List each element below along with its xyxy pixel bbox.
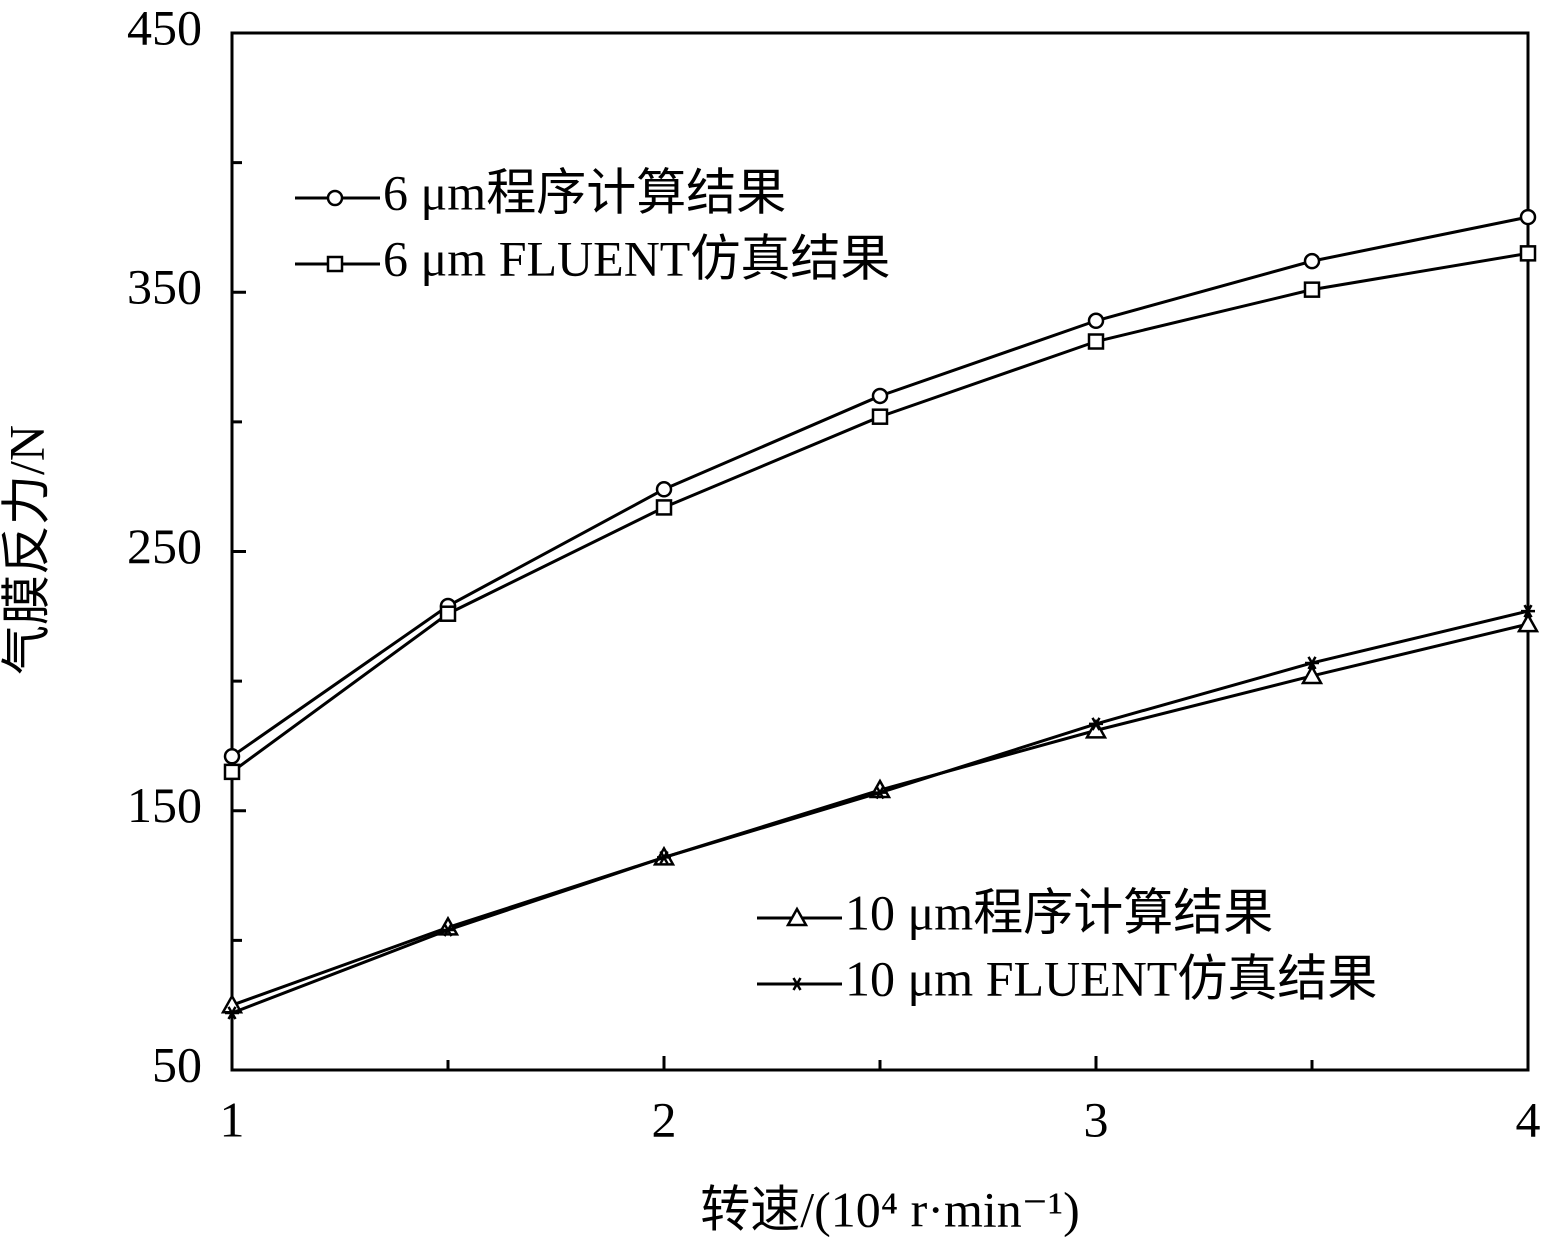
y-tick-label: 350 — [127, 259, 202, 315]
x-tick-label: 2 — [652, 1091, 677, 1147]
marker — [1516, 612, 1540, 633]
marker — [225, 1006, 239, 1020]
y-tick-label: 450 — [127, 0, 202, 55]
marker — [1303, 252, 1321, 270]
marker — [1519, 208, 1537, 226]
marker — [326, 189, 344, 207]
y-tick-label: 250 — [127, 518, 202, 574]
legend-label: 6 μm FLUENT仿真结果 — [383, 230, 890, 286]
marker — [326, 255, 344, 273]
marker — [657, 850, 671, 865]
marker — [1519, 245, 1537, 262]
legend-label: 10 μm FLUENT仿真结果 — [845, 950, 1377, 1006]
marker — [790, 977, 804, 991]
marker — [1300, 664, 1324, 685]
series-line — [231, 215, 1529, 758]
marker — [655, 499, 673, 516]
marker — [655, 481, 673, 498]
x-tick-label: 1 — [220, 1091, 245, 1147]
y-tick-label: 150 — [127, 777, 202, 833]
y-axis-label: 气膜反力/N — [0, 425, 54, 675]
marker — [1087, 312, 1105, 330]
marker — [1303, 281, 1321, 298]
marker — [223, 763, 241, 781]
series-line — [231, 251, 1529, 774]
marker — [441, 923, 455, 937]
marker — [223, 748, 241, 765]
marker — [1305, 656, 1319, 670]
y-tick-label: 50 — [152, 1036, 202, 1092]
legend-label: 6 μm程序计算结果 — [383, 164, 786, 220]
marker — [871, 408, 889, 425]
marker — [873, 785, 887, 800]
x-tick-label: 3 — [1084, 1091, 1109, 1147]
x-tick-label: 4 — [1516, 1091, 1541, 1147]
marker — [1087, 333, 1105, 350]
marker — [871, 387, 889, 405]
legend-label: 10 μm程序计算结果 — [845, 884, 1273, 940]
marker — [1089, 717, 1103, 731]
series-line — [231, 622, 1529, 1007]
marker — [1521, 604, 1535, 618]
marker — [439, 605, 457, 622]
x-axis-label: 转速/(10⁴ r·min⁻¹) — [700, 1181, 1080, 1237]
marker — [785, 906, 809, 927]
